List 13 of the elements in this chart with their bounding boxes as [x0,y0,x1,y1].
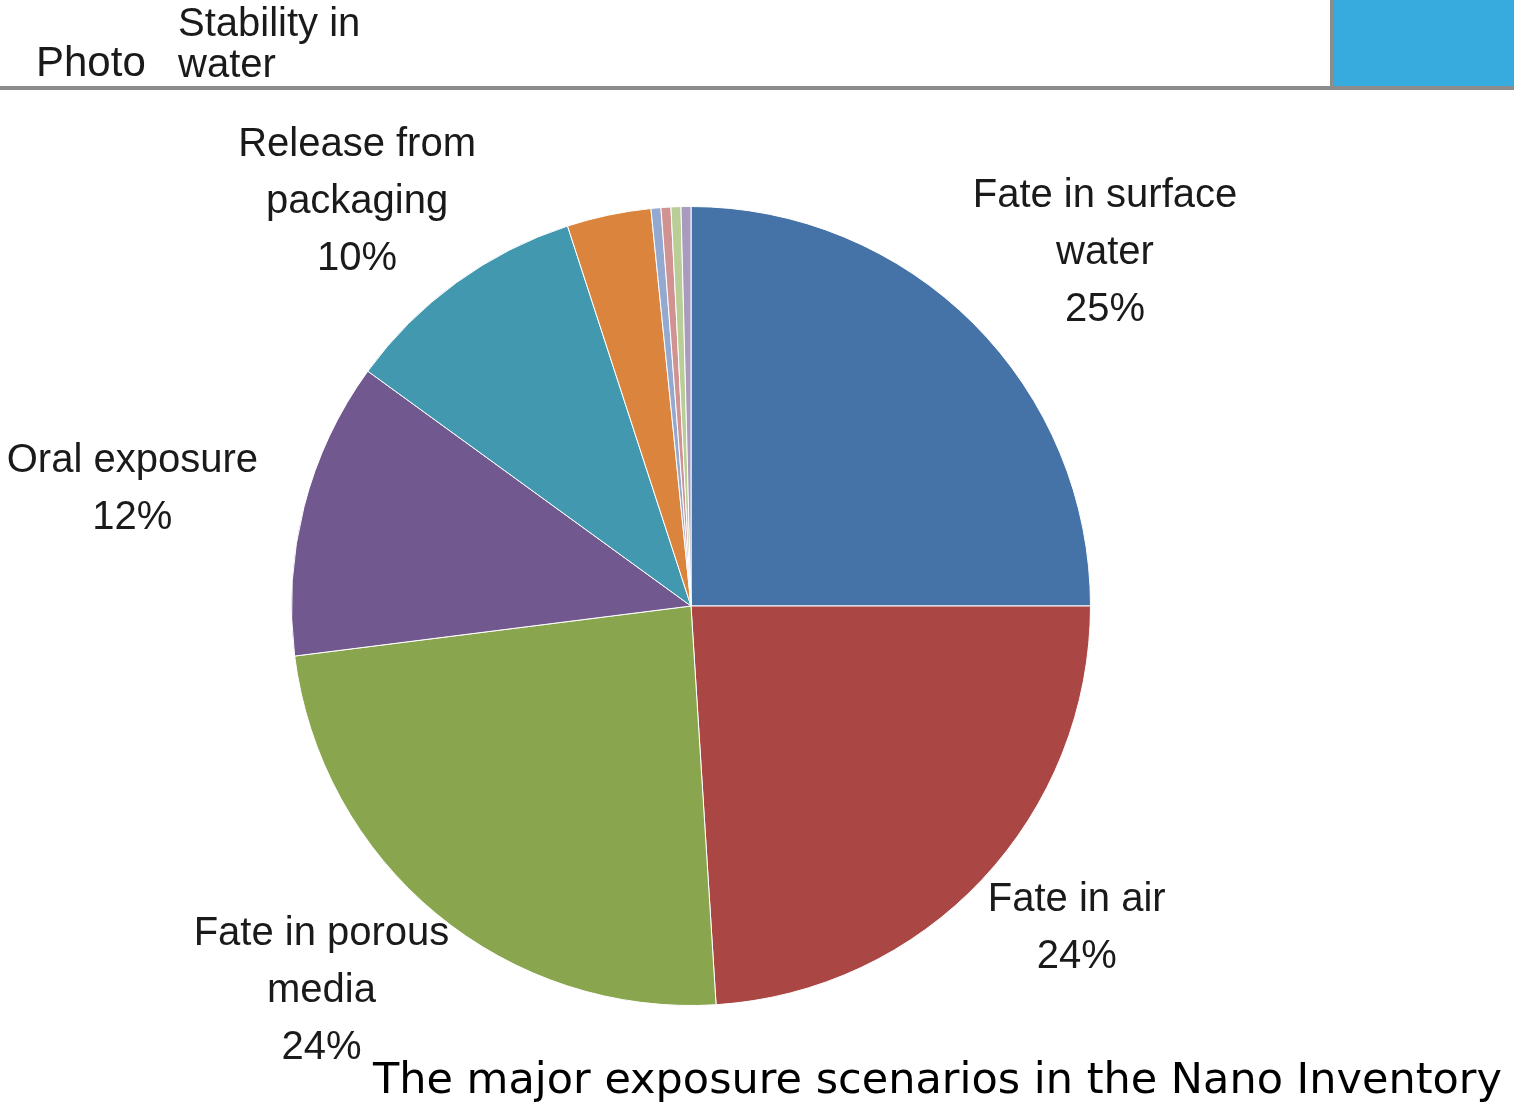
text: Stability in water [178,0,362,85]
slice-label: Fate in surface water [972,171,1238,273]
data-label: 24% [281,1022,362,1067]
slice-label: Oral exposure [6,435,258,480]
slice-label: Fate in porous media [193,908,450,1010]
slice-label: Release from packaging [238,120,477,222]
data-label: 10% [317,234,398,279]
text: The major exposure scenarios in the Nano Inventory [372,1053,1502,1103]
data-label: 12% [92,492,173,537]
slice-label: Fate in air [987,874,1166,919]
data-label: 24% [1036,931,1117,976]
text: Photo [36,38,146,85]
data-label: 25% [1064,285,1146,330]
